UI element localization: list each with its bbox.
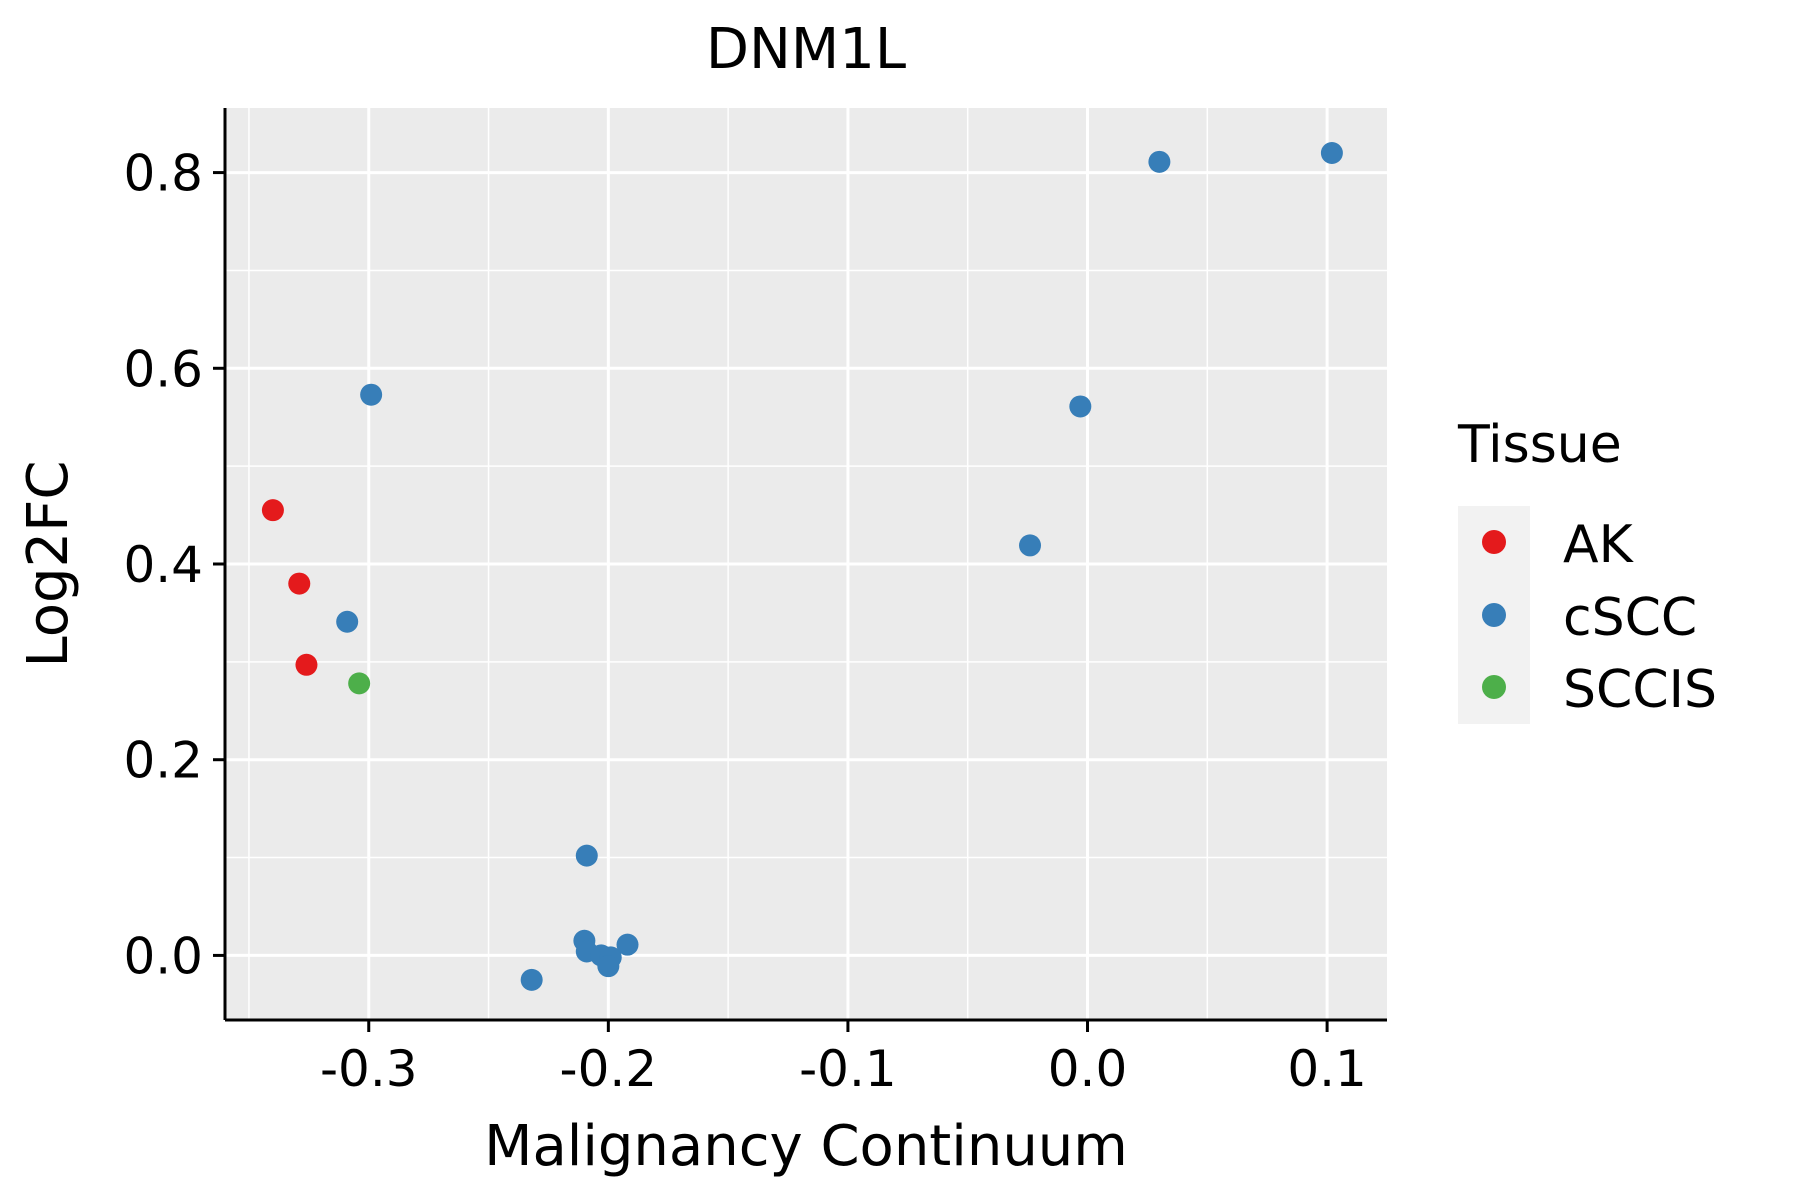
y-tick-label: 0.2: [123, 732, 203, 790]
data-point-ak: [295, 653, 318, 676]
legend-key-ak: [1482, 530, 1506, 554]
legend-label-cscc: cSCC: [1563, 588, 1697, 648]
legend-label-ak: AK: [1563, 515, 1635, 575]
x-tick-label: -0.3: [320, 1040, 418, 1098]
data-point-cscc: [1069, 395, 1092, 418]
legend-title: Tissue: [1457, 415, 1622, 475]
data-point-ak: [288, 572, 311, 595]
legend-key-cscc: [1482, 603, 1506, 627]
grid-lines: [225, 108, 1387, 1020]
data-point-cscc: [597, 955, 620, 978]
x-tick-label: 0.0: [1048, 1040, 1128, 1098]
data-point-sccis: [348, 672, 371, 695]
x-axis-title: Malignancy Continuum: [484, 1114, 1128, 1179]
data-point-cscc: [616, 933, 639, 956]
data-point-cscc: [360, 383, 383, 406]
y-tick-label: 0.0: [123, 927, 203, 985]
data-point-ak: [261, 499, 284, 522]
x-tick-label: 0.1: [1287, 1040, 1367, 1098]
chart-title: DNM1L: [706, 17, 906, 82]
data-point-cscc: [575, 844, 598, 867]
data-points: [261, 142, 1343, 991]
data-point-cscc: [1019, 534, 1042, 557]
data-point-cscc: [336, 610, 359, 633]
y-tick-label: 0.4: [123, 536, 203, 594]
legend-label-sccis: SCCIS: [1563, 660, 1717, 720]
y-tick-label: 0.6: [123, 340, 203, 398]
axis-ticks: -0.3 -0.2 -0.1 0.0 0.1 0.0 0.2 0.4 0.6 0.8: [123, 145, 1366, 1098]
data-point-cscc: [1320, 142, 1343, 165]
x-tick-label: -0.2: [560, 1040, 658, 1098]
legend-key-sccis: [1482, 675, 1506, 699]
x-tick-label: -0.1: [799, 1040, 897, 1098]
data-point-cscc: [520, 968, 543, 991]
legend: Tissue AK cSCC SCCIS: [1457, 415, 1717, 724]
y-tick-label: 0.8: [123, 145, 203, 203]
y-axis-title: Log2FC: [16, 461, 81, 668]
data-point-cscc: [1148, 150, 1171, 173]
